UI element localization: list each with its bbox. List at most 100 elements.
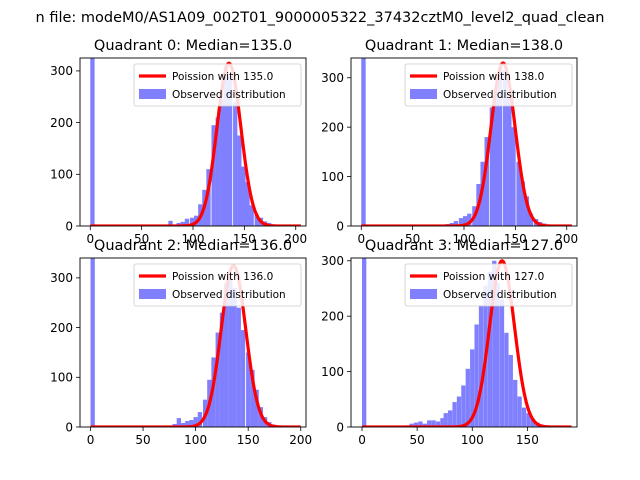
histogram-bar <box>240 330 246 427</box>
x-tick-label: 200 <box>555 232 578 246</box>
x-tick-label: 0 <box>358 433 366 447</box>
histogram-bar <box>409 423 414 427</box>
legend-poisson-label: Poission with 138.0 <box>443 71 544 83</box>
y-tick-label: 0 <box>336 219 344 233</box>
histogram-bar <box>456 396 462 427</box>
x-tick-label: 100 <box>453 232 476 246</box>
histogram-bar <box>443 413 448 427</box>
y-tick-label: 300 <box>50 271 73 285</box>
x-tick-label: 150 <box>233 232 256 246</box>
x-tick-label: 0 <box>86 232 94 246</box>
x-tick-label: 200 <box>289 433 312 447</box>
histogram-bar <box>513 379 518 427</box>
histogram-bar <box>413 422 419 427</box>
histogram-bar <box>427 420 432 427</box>
histogram-bar <box>176 418 182 427</box>
x-tick-label: 150 <box>237 433 260 447</box>
histogram-bar <box>206 169 211 226</box>
histogram-bar <box>254 389 259 427</box>
histogram-bar <box>180 423 186 427</box>
histogram-bar <box>90 58 95 226</box>
axes-frame <box>79 257 307 428</box>
x-tick-label: 50 <box>134 232 149 246</box>
x-tick-label: 50 <box>410 433 425 447</box>
histogram-bar <box>168 220 173 226</box>
histogram-bar <box>237 135 242 226</box>
histogram-bar <box>431 420 436 427</box>
legend-box <box>133 63 302 107</box>
histogram-bar <box>236 307 241 427</box>
histogram-bar <box>184 218 190 226</box>
histogram-bar <box>361 58 366 226</box>
chart-title: Quadrant 2: Median=136.0 <box>94 238 292 254</box>
legend-observed-label: Observed distribution <box>172 89 286 101</box>
chart-panel-0: 0 50 100 150 200 0 100 200 300 Poission with 135.… <box>50 38 307 246</box>
y-tick-label: 100 <box>321 170 344 184</box>
legend-observed-swatch <box>139 89 166 99</box>
legend-poisson-label: Poission with 127.0 <box>443 271 544 283</box>
histogram-bar <box>517 396 522 427</box>
y-tick-label: 100 <box>321 365 344 379</box>
histogram-bar <box>211 125 216 226</box>
histogram-bar <box>215 117 220 226</box>
histogram-bar <box>489 107 495 226</box>
legend-observed-swatch <box>410 89 437 99</box>
x-tick-label: 0 <box>357 232 365 246</box>
histogram-bar <box>499 299 505 427</box>
y-tick-label: 200 <box>321 120 344 134</box>
chart-panel-2: 0 50 100 150 200 0 100 200 300 Poission with 136.… <box>50 238 312 447</box>
legend-poisson-label: Poission with 136.0 <box>172 271 273 283</box>
histogram-bar <box>504 332 509 427</box>
figure-suptitle: n file: modeM0/AS1A09_002T01_9000005322_… <box>36 10 605 26</box>
histogram-bar <box>503 70 508 226</box>
histogram-bar <box>215 332 220 427</box>
histogram-bar <box>228 277 233 427</box>
histogram-bar <box>189 217 195 226</box>
histogram-bar <box>497 67 503 226</box>
histogram-bar <box>227 76 233 226</box>
x-tick-label: 50 <box>135 433 150 447</box>
y-tick-label: 300 <box>50 64 73 78</box>
histogram-bar <box>493 92 499 226</box>
legend-box <box>404 263 573 307</box>
legend-observed-swatch <box>139 289 166 299</box>
histogram-bar <box>250 369 255 427</box>
plot-area <box>361 258 572 427</box>
histogram-bar <box>233 101 238 226</box>
histogram-bar <box>249 205 254 226</box>
histogram-bar <box>511 127 516 226</box>
histogram-bar <box>492 260 497 427</box>
histogram-bar <box>90 258 95 427</box>
plot-area <box>89 58 302 226</box>
histogram-bar <box>224 282 229 427</box>
histogram-bar <box>461 385 466 427</box>
legend-poisson-label: Poission with 135.0 <box>172 71 273 83</box>
legend-observed-label: Observed distribution <box>443 289 557 301</box>
legend-observed-swatch <box>410 289 437 299</box>
histogram-bar <box>418 421 423 427</box>
histogram-bar <box>440 418 445 427</box>
histogram-bar <box>465 368 470 427</box>
chart-panel-3: 0 50 100 150 0 100 200 300 Poission with 127.0 Ob… <box>321 238 578 447</box>
histogram-bar <box>530 418 535 427</box>
poisson-curve <box>360 61 573 226</box>
legend-box <box>404 63 573 107</box>
histogram-bar <box>470 349 475 427</box>
axes-frame <box>350 257 578 428</box>
chart-title: Quadrant 0: Median=135.0 <box>94 38 292 54</box>
histogram-bar <box>495 282 500 427</box>
y-tick-label: 0 <box>65 219 73 233</box>
x-tick-label: 100 <box>184 433 207 447</box>
histogram-bar <box>246 352 251 427</box>
histogram-bar <box>507 97 512 226</box>
y-tick-label: 300 <box>321 254 344 268</box>
histogram-bar <box>180 221 185 226</box>
chart-title: Quadrant 3: Median=127.0 <box>365 238 563 254</box>
poisson-curve <box>361 259 572 427</box>
y-tick-label: 200 <box>321 309 344 323</box>
histogram-bar <box>245 182 250 226</box>
histogram-bar <box>524 196 530 226</box>
histogram-bar <box>484 137 489 226</box>
histogram-bar <box>521 407 527 427</box>
y-tick-label: 0 <box>336 420 344 434</box>
